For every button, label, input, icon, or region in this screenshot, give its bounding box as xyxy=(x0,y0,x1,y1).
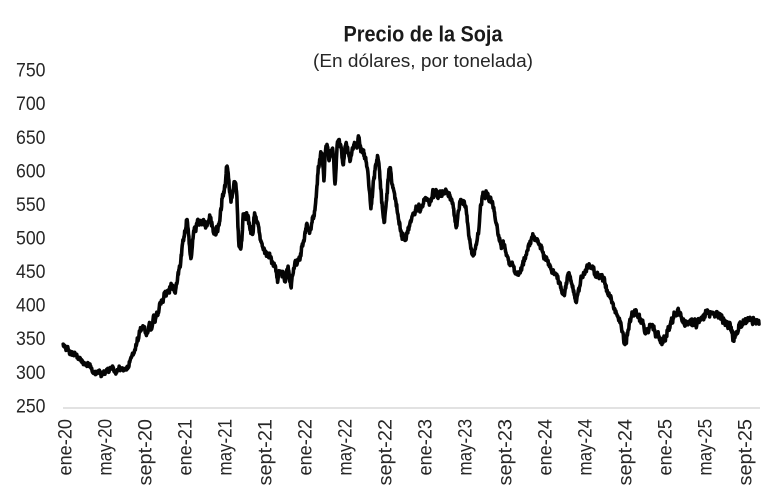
svg-text:550: 550 xyxy=(16,194,46,216)
svg-text:600: 600 xyxy=(16,160,46,182)
svg-text:sept-23: sept-23 xyxy=(495,419,517,486)
svg-text:may-20: may-20 xyxy=(95,419,117,476)
svg-text:ene-20: ene-20 xyxy=(55,419,77,476)
svg-text:may-24: may-24 xyxy=(575,419,597,476)
svg-text:sept-21: sept-21 xyxy=(255,419,277,486)
svg-text:sept-25: sept-25 xyxy=(735,419,757,486)
svg-text:500: 500 xyxy=(16,228,46,250)
svg-text:650: 650 xyxy=(16,127,46,149)
svg-text:ene-23: ene-23 xyxy=(415,419,437,476)
svg-text:may-21: may-21 xyxy=(215,419,237,476)
svg-text:250: 250 xyxy=(16,395,46,417)
svg-text:ene-25: ene-25 xyxy=(655,419,677,476)
svg-text:Precio de la Soja: Precio de la Soja xyxy=(344,22,504,47)
svg-text:300: 300 xyxy=(16,362,46,384)
svg-text:700: 700 xyxy=(16,93,46,115)
svg-text:may-22: may-22 xyxy=(335,419,357,476)
svg-text:400: 400 xyxy=(16,295,46,317)
svg-text:sept-20: sept-20 xyxy=(135,419,157,486)
svg-text:sept-24: sept-24 xyxy=(615,419,637,486)
svg-text:ene-24: ene-24 xyxy=(535,419,557,476)
svg-text:may-25: may-25 xyxy=(695,419,717,476)
svg-text:350: 350 xyxy=(16,328,46,350)
svg-text:ene-21: ene-21 xyxy=(175,419,197,476)
svg-text:ene-22: ene-22 xyxy=(295,419,317,476)
svg-text:450: 450 xyxy=(16,261,46,283)
svg-text:sept-22: sept-22 xyxy=(375,419,397,486)
svg-text:750: 750 xyxy=(16,60,46,82)
svg-text:may-23: may-23 xyxy=(455,419,477,476)
svg-text:(En dólares, por tonelada): (En dólares, por tonelada) xyxy=(313,50,533,71)
